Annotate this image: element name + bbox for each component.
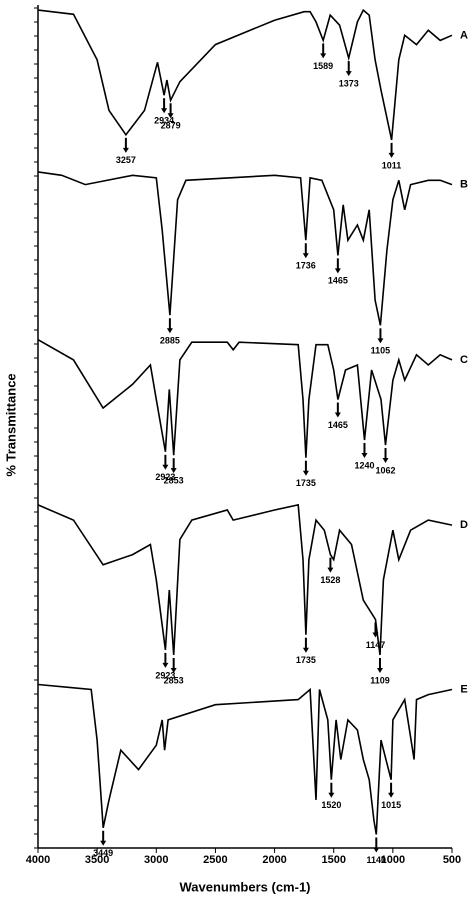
x-axis-label: Wavenumbers (cm-1) [180,879,311,894]
annotation-arrowhead [170,667,177,673]
spectrum-line [37,8,453,141]
annotation-label: 1735 [296,478,316,488]
annotation-arrowhead [320,53,327,59]
annotation-label: 1140 [367,855,387,865]
annotation-label: 1520 [321,800,341,810]
annotation-label: 1735 [296,655,316,665]
annotation-arrowhead [376,667,383,673]
x-tick-label: 3500 [85,854,109,866]
x-tick-label: 3000 [144,854,168,866]
annotation-label: 2934 [154,116,174,126]
annotation-arrowhead [302,647,309,653]
annotation-label: 2923 [155,472,175,482]
series-name: E [460,683,467,695]
annotation-label: 1147 [366,640,386,650]
annotation-arrowhead [334,412,341,418]
annotation-arrowhead [328,792,335,798]
annotation-arrowhead [161,108,168,114]
annotation-arrowhead [166,328,173,334]
annotation-label: 1015 [381,800,401,810]
annotation-arrowhead [122,147,129,153]
annotation-label: 1105 [371,346,391,356]
x-tick-label: 1500 [321,854,345,866]
annotation-label: 1465 [328,420,348,430]
annotation-label: 1465 [328,276,348,286]
annotation-arrowhead [100,840,107,846]
spectrum-line [37,503,453,656]
annotation-arrowhead [361,452,368,458]
annotation-label: 2923 [155,670,175,680]
annotation-label: 1373 [339,78,359,88]
annotation-arrowhead [170,468,177,474]
annotation-label: 1062 [376,465,396,475]
series-name: A [460,29,468,41]
series-name: B [460,178,468,190]
annotation-label: 1109 [370,675,390,685]
annotation-label: 3257 [116,155,136,165]
annotation-label: 3449 [93,848,113,858]
x-tick-label: 4000 [26,854,50,866]
spectrum-line [37,683,453,835]
annotation-label: 2853 [164,476,184,486]
annotation-arrowhead [167,113,174,119]
spectrum-line [37,171,453,326]
annotation-arrowhead [334,268,341,274]
annotation-arrowhead [345,71,352,77]
annotation-label: 1736 [296,261,316,271]
annotation-label: 1528 [320,575,340,585]
annotation-arrowhead [162,662,169,668]
annotation-arrowhead [373,847,380,853]
annotation-arrowhead [372,632,379,638]
annotation-label: 1011 [382,160,402,170]
annotation-arrowhead [388,792,395,798]
annotation-label: 2885 [160,336,180,346]
spectrum-line [37,339,453,458]
annotation-label: 2879 [161,121,181,131]
annotation-arrowhead [162,464,169,470]
annotation-arrowhead [302,253,309,259]
y-axis-label: % Transmittance [3,373,18,476]
annotation-arrowhead [327,567,334,573]
annotation-label: 1240 [354,460,374,470]
series-name: C [460,354,468,366]
x-tick-label: 2500 [203,854,227,866]
annotation-label: 1589 [313,61,333,71]
x-tick-label: 500 [443,854,461,866]
x-tick-label: 1000 [381,854,405,866]
annotation-arrowhead [388,152,395,158]
annotation-arrowhead [382,458,389,464]
x-tick-label: 2000 [262,854,286,866]
annotation-arrowhead [302,470,309,476]
annotation-label: 2853 [164,675,184,685]
annotation-arrowhead [377,338,384,344]
series-name: D [460,519,468,531]
